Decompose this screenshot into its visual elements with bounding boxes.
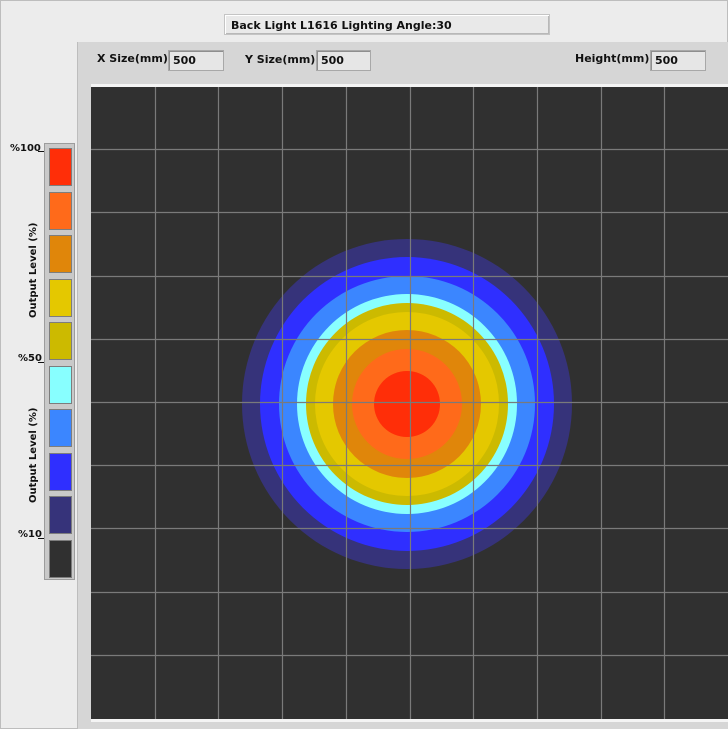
legend-tick-10 bbox=[38, 538, 46, 539]
legend-swatch-8 bbox=[49, 452, 72, 491]
light-distribution-plot bbox=[91, 84, 728, 722]
legend-swatch-10 bbox=[49, 539, 72, 578]
legend-tick-50 bbox=[38, 362, 46, 363]
plot-canvas bbox=[91, 87, 728, 719]
legend-swatch-9 bbox=[49, 496, 72, 534]
output-level-legend bbox=[44, 143, 75, 580]
x-size-field[interactable]: 500 bbox=[168, 50, 224, 71]
intensity-ring-9 bbox=[374, 371, 440, 437]
window-title: Back Light L1616 Lighting Angle:30 bbox=[224, 14, 550, 35]
legend-swatch-4 bbox=[49, 278, 72, 317]
legend-tick-100 bbox=[38, 151, 46, 152]
legend-label-50: %50 bbox=[18, 353, 42, 364]
legend-swatch-5 bbox=[49, 322, 72, 360]
legend-axis-label-upper: Output Level (%) bbox=[28, 222, 39, 318]
x-size-label: X Size(mm) bbox=[97, 52, 168, 65]
legend-swatch-7 bbox=[49, 409, 72, 447]
legend-swatch-6 bbox=[49, 365, 72, 404]
legend-swatch-2 bbox=[49, 191, 72, 230]
legend-swatch-1 bbox=[49, 148, 72, 186]
legend-axis-label-lower: Output Level (%) bbox=[28, 407, 39, 503]
legend-label-10: %10 bbox=[18, 529, 42, 540]
legend-label-100: %100 bbox=[10, 143, 41, 154]
y-size-label: Y Size(mm) bbox=[245, 53, 316, 66]
y-size-field[interactable]: 500 bbox=[316, 50, 371, 71]
legend-swatch-3 bbox=[49, 235, 72, 273]
height-field[interactable]: 500 bbox=[650, 50, 706, 71]
height-label: Height(mm) bbox=[575, 52, 650, 65]
